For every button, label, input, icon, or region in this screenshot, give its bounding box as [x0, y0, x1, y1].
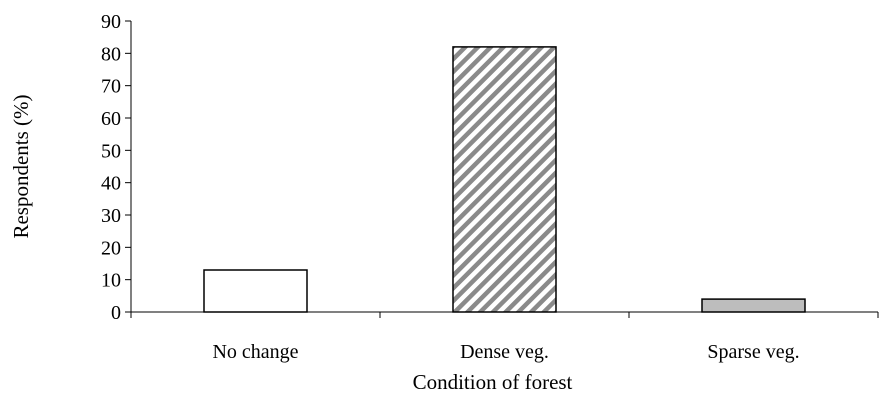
- y-tick-label: 70: [101, 76, 121, 98]
- y-tick-label: 90: [101, 11, 121, 33]
- y-tick-label: 80: [101, 43, 121, 65]
- x-axis-title: Condition of forest: [413, 370, 573, 394]
- y-tick-label: 60: [101, 108, 121, 130]
- axes-group: 0 10 20 30 40 50 60 70 80 90 No change Dense veg. Sp…: [101, 11, 879, 363]
- y-axis-title: Respondents (%): [9, 94, 33, 238]
- bar-sparse-veg: [701, 298, 806, 313]
- x-tick-label: Dense veg.: [460, 341, 549, 363]
- y-tick-label: 0: [111, 302, 121, 324]
- y-tick-label: 20: [101, 237, 121, 259]
- x-tick-label: No change: [212, 341, 298, 363]
- bars-group: [203, 46, 806, 313]
- y-tick-label: 10: [101, 270, 121, 292]
- y-tick-label: 40: [101, 173, 121, 195]
- x-tick-label: Sparse veg.: [707, 341, 799, 363]
- y-tick-label: 50: [101, 140, 121, 162]
- bar-dense-veg: [452, 46, 557, 313]
- y-tick-label: 30: [101, 205, 121, 227]
- bar-no-change: [203, 269, 308, 313]
